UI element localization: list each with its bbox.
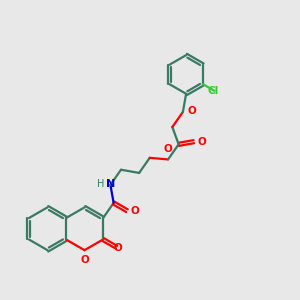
- Text: N: N: [106, 179, 115, 189]
- Text: O: O: [114, 243, 122, 253]
- Text: Cl: Cl: [208, 86, 219, 96]
- Text: O: O: [197, 137, 206, 147]
- Text: O: O: [164, 144, 172, 154]
- Text: O: O: [188, 106, 196, 116]
- Text: O: O: [80, 255, 89, 265]
- Text: O: O: [130, 206, 139, 216]
- Text: H: H: [97, 178, 104, 189]
